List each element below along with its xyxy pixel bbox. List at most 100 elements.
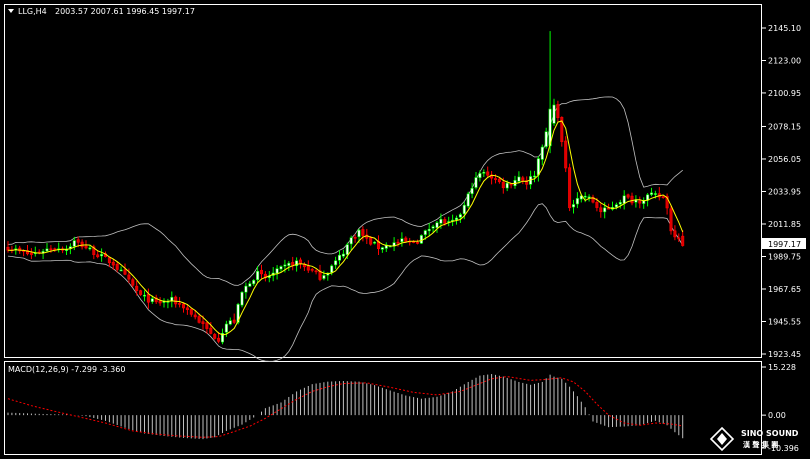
bollinger-bands	[7, 96, 684, 362]
candle	[532, 170, 536, 183]
candle	[189, 308, 193, 317]
candle	[25, 245, 29, 256]
candle	[380, 246, 384, 253]
candle-body	[143, 294, 147, 297]
price-tick-label: 2056.05	[768, 155, 801, 164]
candle	[263, 271, 267, 282]
candle-body	[630, 195, 634, 204]
candle	[45, 243, 49, 253]
candle	[310, 267, 314, 273]
candle-body	[638, 200, 642, 204]
candle	[431, 224, 435, 233]
candle	[384, 242, 388, 252]
candle-body	[178, 303, 182, 305]
candle	[669, 205, 673, 235]
candle-body	[209, 327, 213, 334]
candle	[170, 291, 174, 308]
candle	[166, 298, 170, 309]
candle-body	[279, 266, 283, 270]
candle-body	[400, 238, 404, 243]
candle-body	[283, 264, 287, 267]
candle	[287, 261, 291, 271]
candle-body	[419, 235, 423, 244]
candle	[540, 144, 544, 166]
candle-body	[146, 294, 150, 303]
candle-body	[248, 283, 252, 287]
candle-body	[587, 196, 591, 199]
candle-body	[217, 337, 221, 342]
candle-body	[681, 235, 685, 246]
candle-body	[591, 196, 595, 203]
candle	[306, 260, 310, 273]
candle	[353, 234, 357, 243]
candle-body	[404, 237, 408, 242]
candle-body	[228, 320, 232, 325]
candle-body	[135, 285, 139, 291]
candle	[72, 236, 76, 251]
candle-body	[665, 195, 669, 209]
sino-sound-logo: SINO SOUND 漢 聲 集 團	[709, 426, 799, 452]
candle	[213, 333, 217, 340]
candle-body	[123, 269, 127, 275]
candle	[178, 297, 182, 308]
candle	[466, 191, 470, 209]
candle	[228, 317, 232, 326]
candle-body	[454, 217, 458, 221]
candle	[57, 242, 61, 253]
candle-body	[185, 307, 189, 310]
candle	[568, 163, 572, 212]
candle-body	[532, 175, 536, 178]
candle	[376, 235, 380, 256]
candle	[458, 212, 462, 223]
candle-body	[427, 228, 431, 232]
candle-body	[556, 104, 560, 118]
candle	[369, 236, 373, 246]
candle	[279, 265, 283, 272]
candle	[205, 321, 209, 334]
bollinger-upper-band	[7, 96, 683, 286]
candle-body	[111, 261, 115, 266]
candle	[404, 236, 408, 243]
candle-body	[673, 230, 677, 238]
candle-body	[603, 207, 607, 213]
candle	[638, 196, 642, 209]
candle-body	[649, 192, 653, 195]
chart-menu-arrow-icon[interactable]	[8, 9, 14, 13]
candle-body	[482, 171, 486, 174]
price-tick-label: 2145.10	[768, 24, 801, 33]
candle-body	[517, 176, 521, 182]
candle	[197, 313, 201, 324]
candle-body	[322, 275, 326, 279]
price-tick-label: 2100.95	[768, 89, 801, 98]
candle-body	[626, 194, 630, 198]
candle-body	[119, 269, 123, 272]
macd-tick-label: 0.00	[768, 411, 786, 420]
candle	[100, 248, 104, 262]
candle-body	[415, 242, 419, 244]
candle	[400, 232, 404, 247]
macd-tick-label: -10.396	[768, 444, 799, 453]
candle	[111, 258, 115, 270]
candle-body	[583, 195, 587, 198]
price-tick-label: 1967.65	[768, 285, 801, 294]
candle-body	[259, 269, 263, 275]
candle	[193, 309, 197, 320]
candle	[240, 291, 244, 308]
macd-histogram	[7, 374, 684, 440]
candle-body	[76, 239, 80, 243]
candle-body	[256, 270, 260, 281]
candle	[447, 216, 451, 227]
candle	[318, 264, 322, 282]
candle	[107, 256, 111, 268]
candle-body	[201, 321, 205, 324]
candle-body	[369, 237, 373, 245]
candle-body	[431, 226, 435, 229]
moving-average-line	[7, 120, 684, 336]
price-tick-label: 2011.85	[768, 220, 801, 229]
candle-body	[462, 204, 466, 215]
candle	[451, 214, 455, 227]
candle-body	[470, 188, 474, 195]
candle-body	[334, 260, 338, 266]
candle-body	[275, 268, 279, 274]
